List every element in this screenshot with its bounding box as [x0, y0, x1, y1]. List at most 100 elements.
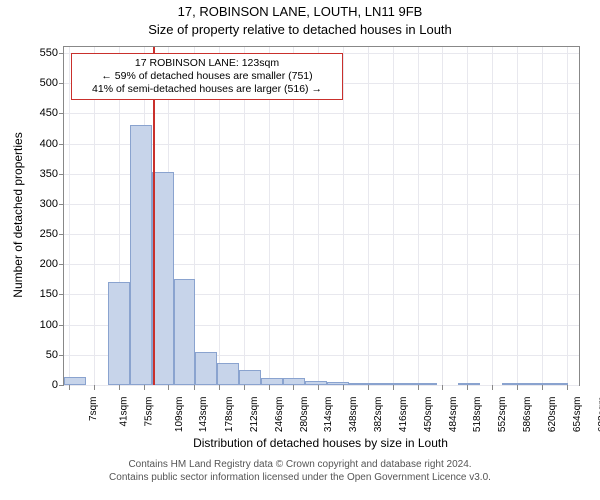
footer-line-2: Contains public sector information licen…	[0, 471, 600, 484]
xtick-mark	[94, 385, 95, 390]
xtick-label: 518sqm	[472, 397, 483, 433]
histogram-bar	[130, 125, 152, 385]
xtick-mark	[144, 385, 145, 390]
gridline-v	[368, 47, 369, 385]
title-sub: Size of property relative to detached ho…	[0, 22, 600, 37]
title-main: 17, ROBINSON LANE, LOUTH, LN11 9FB	[0, 4, 600, 19]
histogram-bar	[502, 383, 524, 385]
xtick-label: 314sqm	[323, 397, 334, 433]
ytick-label: 450	[40, 107, 64, 119]
xtick-label: 688sqm	[597, 397, 600, 433]
histogram-bar	[371, 383, 393, 385]
gridline-v	[69, 47, 70, 385]
xtick-label: 654sqm	[572, 397, 583, 433]
xtick-label: 143sqm	[199, 397, 210, 433]
gridline-v	[442, 47, 443, 385]
xtick-label: 348sqm	[348, 397, 359, 433]
xtick-label: 450sqm	[423, 397, 434, 433]
xtick-label: 75sqm	[143, 397, 154, 427]
xtick-mark	[293, 385, 294, 390]
histogram-bar	[174, 279, 196, 385]
xtick-label: 586sqm	[522, 397, 533, 433]
gridline-h	[64, 385, 579, 386]
xtick-label: 7sqm	[88, 397, 99, 421]
histogram-bar	[108, 282, 130, 385]
histogram-bar	[64, 377, 86, 385]
gridline-v	[393, 47, 394, 385]
ytick-label: 200	[40, 258, 64, 270]
xtick-mark	[244, 385, 245, 390]
annotation-box: 17 ROBINSON LANE: 123sqm← 59% of detache…	[71, 53, 343, 100]
xaxis-label: Distribution of detached houses by size …	[63, 436, 578, 450]
plot-area: 17 ROBINSON LANE: 123sqm← 59% of detache…	[63, 46, 580, 386]
chart-container: { "title_main": "17, ROBINSON LANE, LOUT…	[0, 0, 600, 500]
histogram-bar	[283, 378, 305, 385]
xtick-label: 41sqm	[118, 397, 129, 427]
ytick-label: 350	[40, 168, 64, 180]
xtick-label: 280sqm	[299, 397, 310, 433]
annotation-line: 17 ROBINSON LANE: 123sqm	[78, 57, 336, 70]
footer: Contains HM Land Registry data © Crown c…	[0, 458, 600, 484]
histogram-bar	[152, 172, 174, 385]
histogram-bar	[458, 383, 480, 385]
histogram-bar	[239, 370, 261, 385]
xtick-mark	[168, 385, 169, 390]
footer-line-1: Contains HM Land Registry data © Crown c…	[0, 458, 600, 471]
histogram-bar	[327, 382, 349, 385]
histogram-bar	[217, 363, 239, 385]
ytick-label: 400	[40, 138, 64, 150]
xtick-label: 552sqm	[497, 397, 508, 433]
xtick-mark	[219, 385, 220, 390]
xtick-label: 246sqm	[274, 397, 285, 433]
ytick-label: 500	[40, 77, 64, 89]
gridline-v	[343, 47, 344, 385]
xtick-mark	[368, 385, 369, 390]
gridline-v	[467, 47, 468, 385]
ytick-label: 550	[40, 47, 64, 59]
histogram-bar	[195, 352, 217, 385]
xtick-mark	[442, 385, 443, 390]
ytick-label: 0	[52, 379, 64, 391]
histogram-bar	[415, 383, 437, 385]
xtick-mark	[194, 385, 195, 390]
histogram-bar	[305, 381, 327, 385]
histogram-bar	[524, 383, 546, 385]
ytick-label: 300	[40, 198, 64, 210]
xtick-mark	[343, 385, 344, 390]
histogram-bar	[546, 383, 568, 385]
ytick-label: 250	[40, 228, 64, 240]
xtick-mark	[542, 385, 543, 390]
xtick-mark	[418, 385, 419, 390]
annotation-line: 41% of semi-detached houses are larger (…	[78, 83, 336, 96]
gridline-v	[517, 47, 518, 385]
yaxis-label: Number of detached properties	[11, 132, 25, 297]
gridline-v	[418, 47, 419, 385]
xtick-mark	[269, 385, 270, 390]
gridline-v	[542, 47, 543, 385]
xtick-mark	[318, 385, 319, 390]
gridline-v	[492, 47, 493, 385]
histogram-bar	[393, 383, 415, 385]
ytick-label: 50	[46, 349, 64, 361]
ytick-label: 150	[40, 288, 64, 300]
xtick-label: 620sqm	[547, 397, 558, 433]
xtick-label: 484sqm	[448, 397, 459, 433]
xtick-label: 416sqm	[398, 397, 409, 433]
ytick-label: 100	[40, 319, 64, 331]
gridline-v	[567, 47, 568, 385]
xtick-mark	[517, 385, 518, 390]
xtick-label: 178sqm	[224, 397, 235, 433]
xtick-mark	[492, 385, 493, 390]
xtick-label: 382sqm	[373, 397, 384, 433]
xtick-label: 212sqm	[249, 397, 260, 433]
annotation-line: ← 59% of detached houses are smaller (75…	[78, 70, 336, 83]
xtick-mark	[567, 385, 568, 390]
histogram-bar	[349, 383, 371, 385]
gridline-h	[64, 113, 579, 114]
xtick-label: 109sqm	[174, 397, 185, 433]
xtick-mark	[119, 385, 120, 390]
histogram-bar	[261, 378, 283, 385]
xtick-mark	[393, 385, 394, 390]
xtick-mark	[69, 385, 70, 390]
xtick-mark	[467, 385, 468, 390]
